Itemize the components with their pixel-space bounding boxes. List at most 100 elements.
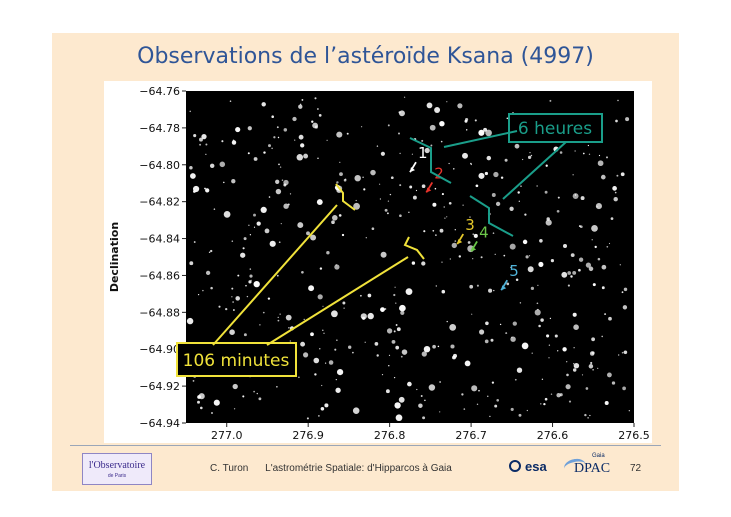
star bbox=[336, 181, 339, 184]
star bbox=[400, 355, 403, 358]
star bbox=[399, 214, 402, 218]
star bbox=[395, 414, 403, 422]
star bbox=[606, 372, 612, 378]
star bbox=[395, 302, 397, 304]
star bbox=[516, 367, 523, 373]
star bbox=[536, 185, 538, 187]
star bbox=[554, 334, 558, 338]
y-tick-label: −64.80 bbox=[139, 159, 180, 172]
star bbox=[393, 376, 396, 379]
star bbox=[572, 270, 577, 275]
star bbox=[273, 136, 276, 139]
star bbox=[324, 403, 329, 408]
star bbox=[621, 291, 624, 294]
star bbox=[360, 126, 363, 128]
star bbox=[277, 136, 280, 139]
star bbox=[409, 185, 413, 189]
star bbox=[281, 179, 284, 181]
star bbox=[232, 309, 235, 311]
star bbox=[260, 206, 267, 213]
star bbox=[326, 250, 330, 255]
star bbox=[495, 201, 501, 207]
star bbox=[574, 366, 576, 368]
star bbox=[573, 363, 575, 365]
star bbox=[232, 301, 234, 303]
star bbox=[496, 398, 500, 402]
minutes-label: 106 minutes bbox=[183, 351, 290, 371]
star bbox=[594, 245, 597, 249]
star bbox=[279, 313, 281, 315]
star bbox=[199, 143, 202, 146]
star bbox=[530, 286, 535, 291]
star bbox=[231, 179, 236, 184]
star bbox=[394, 402, 401, 409]
star bbox=[313, 357, 320, 364]
y-tick-label: −64.84 bbox=[139, 233, 180, 246]
star bbox=[192, 380, 195, 382]
star bbox=[563, 244, 567, 248]
star bbox=[276, 385, 278, 388]
star bbox=[416, 388, 418, 391]
star bbox=[394, 286, 396, 288]
star bbox=[598, 154, 601, 157]
star bbox=[540, 403, 542, 405]
star bbox=[509, 243, 516, 250]
star bbox=[567, 271, 572, 275]
star bbox=[317, 294, 323, 300]
star bbox=[360, 294, 362, 297]
star bbox=[364, 341, 366, 343]
star bbox=[446, 101, 448, 103]
star bbox=[283, 128, 288, 132]
star bbox=[343, 178, 347, 182]
star bbox=[370, 169, 376, 176]
y-axis-label: Declination bbox=[108, 222, 121, 292]
star bbox=[388, 365, 390, 367]
star bbox=[448, 201, 452, 205]
star bbox=[572, 193, 579, 200]
observation-arrowhead-icon bbox=[471, 246, 477, 252]
star bbox=[461, 393, 464, 396]
star bbox=[434, 107, 441, 113]
star bbox=[585, 387, 589, 390]
star bbox=[550, 393, 553, 395]
star bbox=[526, 409, 528, 412]
star bbox=[371, 227, 375, 231]
star bbox=[298, 104, 303, 109]
star bbox=[336, 131, 343, 138]
y-tick-label: −64.86 bbox=[139, 269, 180, 282]
star bbox=[421, 351, 427, 357]
star bbox=[269, 240, 276, 247]
minutes-bracket-2 bbox=[403, 236, 425, 260]
star bbox=[197, 400, 200, 404]
star bbox=[529, 151, 531, 154]
star bbox=[245, 284, 247, 287]
star bbox=[525, 255, 529, 259]
star bbox=[318, 415, 320, 417]
star bbox=[476, 284, 479, 287]
star bbox=[386, 328, 393, 334]
star bbox=[296, 154, 304, 161]
star bbox=[506, 282, 510, 286]
minutes-pointer-2 bbox=[266, 256, 409, 346]
star bbox=[422, 416, 426, 420]
star bbox=[331, 220, 335, 225]
star bbox=[454, 229, 456, 231]
observation-arrowhead-icon bbox=[410, 167, 415, 173]
star bbox=[310, 332, 314, 337]
star-field bbox=[186, 96, 630, 422]
star bbox=[590, 361, 593, 365]
star bbox=[401, 349, 408, 355]
star bbox=[510, 266, 512, 269]
star bbox=[197, 395, 202, 399]
star bbox=[208, 251, 211, 253]
star bbox=[258, 397, 262, 401]
star bbox=[399, 304, 406, 312]
star bbox=[506, 117, 509, 120]
star bbox=[415, 189, 418, 192]
star bbox=[566, 373, 569, 377]
star bbox=[256, 221, 261, 226]
star bbox=[292, 116, 297, 122]
star bbox=[250, 279, 252, 281]
star bbox=[380, 307, 385, 312]
